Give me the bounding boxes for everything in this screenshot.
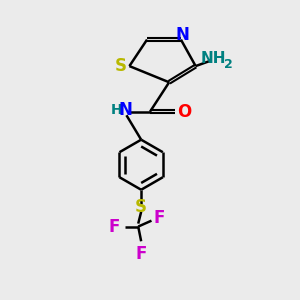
Text: S: S [135,198,147,216]
Text: NH: NH [201,51,226,66]
Text: F: F [154,209,165,227]
Text: 2: 2 [224,58,233,71]
Text: S: S [115,57,127,75]
Text: F: F [109,218,120,236]
Text: H: H [110,103,122,117]
Text: N: N [118,101,132,119]
Text: O: O [178,103,192,121]
Text: N: N [176,26,189,44]
Text: F: F [136,244,147,262]
